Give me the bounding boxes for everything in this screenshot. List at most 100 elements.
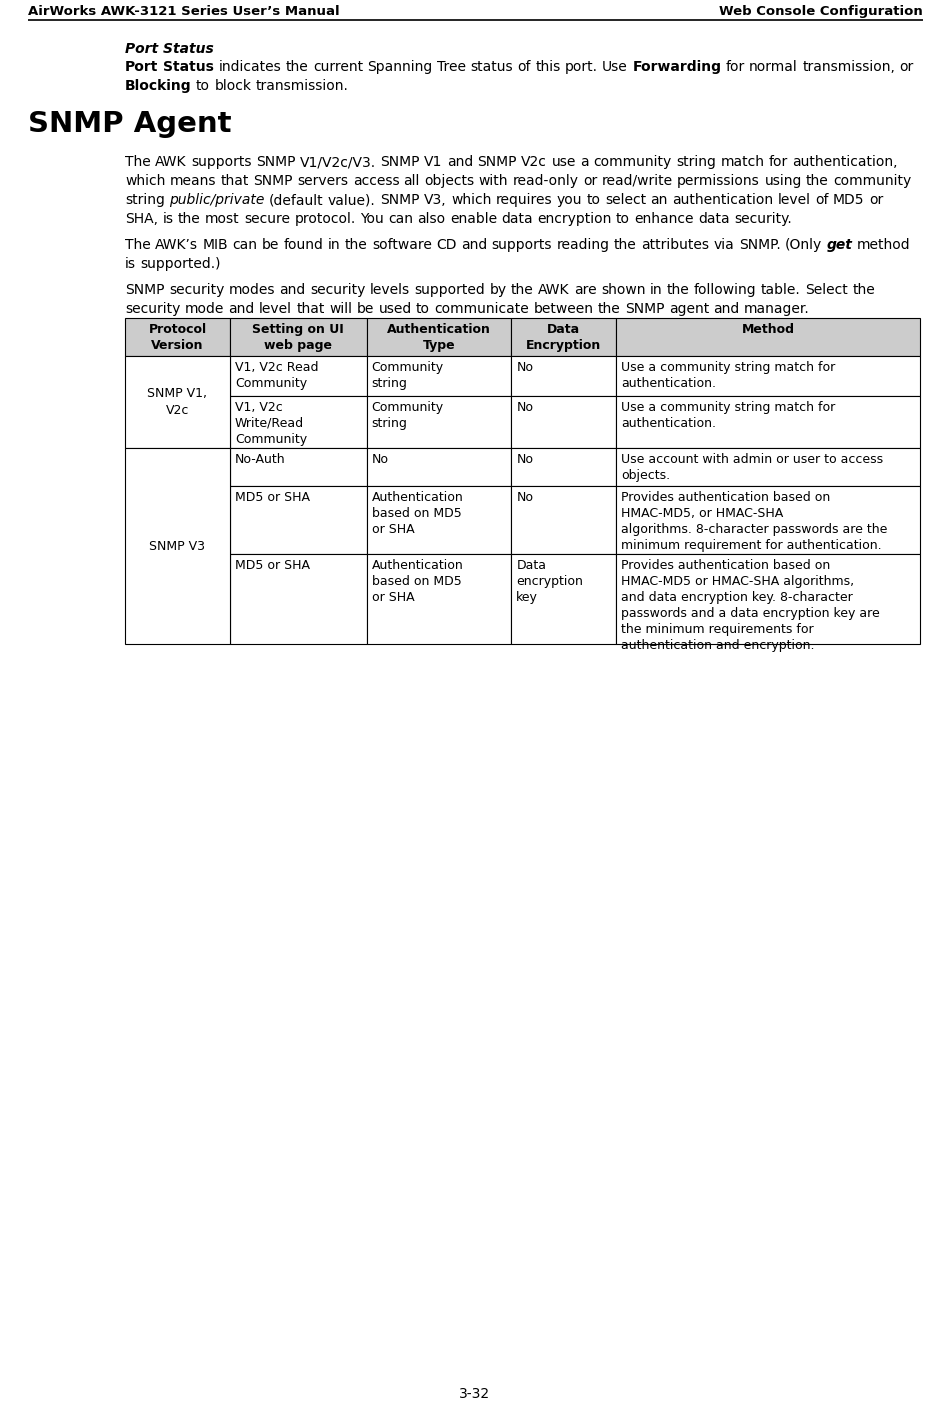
Text: method: method [857,239,910,251]
Text: value).: value). [328,192,376,206]
Text: AirWorks AWK-3121 Series User’s Manual: AirWorks AWK-3121 Series User’s Manual [28,6,340,18]
Text: read/write: read/write [602,174,673,188]
Text: the: the [614,239,637,251]
Text: the: the [852,284,875,298]
Text: V3,: V3, [424,192,447,206]
Text: security: security [125,302,181,316]
Text: AWK’s: AWK’s [155,239,198,251]
Text: data: data [698,212,730,226]
Bar [616,396,920,448]
Text: and: and [280,284,306,298]
Bar [230,486,367,555]
Text: servers: servers [298,174,348,188]
Bar [125,317,230,357]
Text: select: select [605,192,646,206]
Text: of: of [815,192,828,206]
Text: security: security [310,284,365,298]
Text: mode: mode [184,302,224,316]
Text: most: most [204,212,240,226]
Text: Data
encryption
key: Data encryption key [516,559,583,604]
Text: and: and [228,302,255,316]
Text: Provides authentication based on
HMAC-MD5, or HMAC-SHA
algorithms. 8-character p: Provides authentication based on HMAC-MD… [621,491,887,552]
Text: Port: Port [125,60,159,74]
Text: can: can [388,212,413,226]
Text: used: used [378,302,412,316]
Text: normal: normal [749,60,798,74]
Bar [512,396,616,448]
Text: SNMP V3: SNMP V3 [149,539,205,553]
Bar [230,317,367,357]
Text: Community
string: Community string [372,361,444,390]
Bar [230,448,367,486]
Text: can: can [232,239,258,251]
Text: or: or [583,174,597,188]
Text: which: which [451,192,492,206]
Text: indicates: indicates [219,60,281,74]
Text: Use: Use [602,60,628,74]
Bar [230,357,367,396]
Bar [367,317,512,357]
Text: AWK: AWK [155,154,186,168]
Text: Authentication
based on MD5
or SHA: Authentication based on MD5 or SHA [372,559,463,604]
Text: status: status [470,60,513,74]
Text: SNMP: SNMP [253,174,293,188]
Text: an: an [650,192,668,206]
Bar [616,357,920,396]
Text: software: software [372,239,432,251]
Text: you: you [556,192,582,206]
Text: V1, V2c Read
Community: V1, V2c Read Community [235,361,319,390]
Text: authentication,: authentication, [792,154,898,168]
Text: encryption: encryption [537,212,611,226]
Text: the: the [598,302,621,316]
Text: block: block [214,79,251,93]
Text: No: No [516,491,534,504]
Text: access: access [353,174,399,188]
Text: SNMP: SNMP [477,154,517,168]
Text: agent: agent [669,302,709,316]
Text: be: be [262,239,280,251]
Text: current: current [313,60,363,74]
Bar [367,396,512,448]
Bar [230,396,367,448]
Text: No: No [372,453,389,466]
Text: levels: levels [370,284,410,298]
Text: by: by [490,284,507,298]
Text: Authentication
based on MD5
or SHA: Authentication based on MD5 or SHA [372,491,463,536]
Text: No: No [516,453,534,466]
Text: which: which [125,174,165,188]
Text: and: and [461,239,487,251]
Bar [125,357,230,448]
Text: found: found [283,239,323,251]
Text: reading: reading [556,239,610,251]
Bar [616,555,920,644]
Text: enhance: enhance [634,212,694,226]
Text: Forwarding: Forwarding [632,60,721,74]
Text: You: You [359,212,383,226]
Text: SNMP: SNMP [380,154,419,168]
Text: No: No [516,361,534,373]
Text: a: a [580,154,589,168]
Bar [230,555,367,644]
Text: 3-32: 3-32 [459,1387,491,1401]
Text: with: with [479,174,509,188]
Text: public/private: public/private [169,192,264,206]
Text: Web Console Configuration: Web Console Configuration [719,6,923,18]
Text: transmission,: transmission, [803,60,895,74]
Text: use: use [552,154,576,168]
Text: SHA,: SHA, [125,212,158,226]
Text: protocol.: protocol. [294,212,356,226]
Text: manager.: manager. [744,302,810,316]
Text: V1: V1 [424,154,442,168]
Text: MD5 or SHA: MD5 or SHA [235,559,310,571]
Text: Port Status: Port Status [125,42,214,56]
Text: in: in [650,284,663,298]
Bar [367,357,512,396]
Text: Community
string: Community string [372,402,444,430]
Text: V1, V2c
Write/Read
Community: V1, V2c Write/Read Community [235,402,307,446]
Text: SNMP Agent: SNMP Agent [28,110,231,138]
Text: Setting on UI
web page: Setting on UI web page [252,323,344,352]
Text: Authentication
Type: Authentication Type [387,323,491,352]
Bar [367,555,512,644]
Bar [367,486,512,555]
Text: Use a community string match for
authentication.: Use a community string match for authent… [621,361,836,390]
